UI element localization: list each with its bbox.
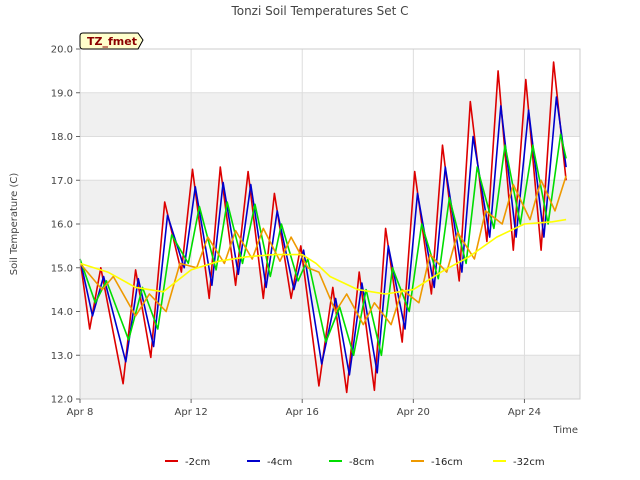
y-axis-label: Soil Temperature (C): [9, 173, 20, 276]
site-label: TZ_fmet: [87, 35, 137, 48]
y-tick-label: 17.0: [51, 176, 73, 187]
x-ticks: Apr 8 Apr 12 Apr 16 Apr 20 Apr 24: [67, 399, 541, 418]
plot-band: [80, 180, 580, 224]
x-tick-label: Apr 8: [67, 407, 94, 418]
series-line-minus-16cm: [79, 175, 567, 326]
legend: -2cm -4cm -8cm -16cm -32cm: [165, 457, 545, 468]
y-tick-label: 16.0: [51, 220, 73, 231]
y-tick-label: 19.0: [51, 88, 73, 99]
series-line-minus-8cm: [79, 133, 567, 357]
y-tick-label: 12.0: [51, 395, 73, 406]
site-label-box: TZ_fmet: [79, 32, 144, 50]
legend-label: -32cm: [513, 457, 545, 468]
y-tick-label: 18.0: [51, 132, 73, 143]
x-axis-label: Time: [553, 425, 578, 436]
legend-label: -8cm: [349, 457, 374, 468]
x-tick-label: Apr 24: [508, 407, 541, 418]
y-ticks: 12.0 13.0 14.0 15.0 16.0 17.0 18.0 19.0 20.0: [51, 45, 80, 406]
x-tick-label: Apr 20: [397, 407, 430, 418]
legend-label: -2cm: [185, 457, 210, 468]
legend-label: -16cm: [431, 457, 463, 468]
plot-band: [80, 92, 580, 137]
y-tick-label: 15.0: [51, 263, 73, 274]
plot-band: [80, 355, 580, 399]
x-tick-label: Apr 12: [175, 407, 208, 418]
y-tick-label: 14.0: [51, 307, 73, 318]
y-tick-label: 13.0: [51, 351, 73, 362]
series-layer: [79, 61, 567, 394]
chart-title: Tonzi Soil Temperatures Set C: [230, 4, 408, 18]
legend-label: -4cm: [267, 457, 292, 468]
y-tick-label: 20.0: [51, 45, 73, 56]
x-tick-label: Apr 16: [286, 407, 319, 418]
series-line-minus-32cm: [79, 218, 567, 295]
